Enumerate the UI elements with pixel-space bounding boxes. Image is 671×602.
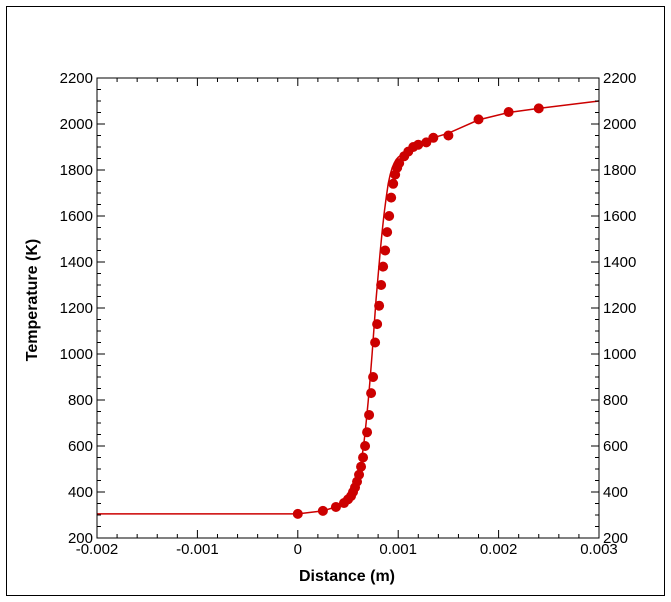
- y-tick-label-left: 600: [68, 438, 93, 455]
- data-point: [394, 158, 405, 169]
- data-point: [372, 319, 383, 330]
- y-tick-label-left: 1000: [60, 346, 93, 363]
- y-tick-label-left: 2200: [60, 70, 93, 87]
- y-tick-label-right: 400: [603, 484, 628, 501]
- y-tick-label-left: 2000: [60, 116, 93, 133]
- data-point: [292, 508, 303, 519]
- y-tick-label-left: 400: [68, 484, 93, 501]
- data-point: [360, 441, 371, 451]
- y-tick-label-left: 1600: [60, 208, 93, 225]
- y-tick-label-right: 200: [603, 530, 628, 547]
- data-point: [366, 388, 377, 399]
- data-point: [380, 245, 391, 256]
- y-axis-title: Temperature (K): [24, 239, 41, 361]
- x-tick-label: -0.001: [176, 541, 219, 558]
- y-tick-label-left: 200: [68, 530, 93, 547]
- data-point: [388, 178, 399, 189]
- y-tick-label-left: 1200: [60, 300, 93, 317]
- data-point: [382, 227, 393, 238]
- x-tick-label: 0.002: [480, 541, 518, 558]
- data-point: [374, 300, 385, 311]
- y-tick-label-right: 1800: [603, 162, 636, 179]
- data-point: [376, 280, 387, 290]
- y-tick-label-right: 2200: [603, 70, 636, 87]
- y-tick-label-right: 2000: [603, 116, 636, 133]
- x-axis-title: Distance (m): [299, 568, 395, 585]
- data-point: [428, 132, 439, 143]
- x-tick-label: 0.003: [580, 541, 618, 558]
- y-tick-label-right: 1000: [603, 346, 636, 363]
- data-point: [368, 372, 379, 382]
- y-tick-label-right: 1200: [603, 300, 636, 317]
- y-tick-label-left: 800: [68, 392, 93, 409]
- temperature-line: [97, 100, 600, 515]
- y-tick-label-left: 1400: [60, 254, 93, 271]
- data-point: [443, 130, 454, 141]
- data-point: [362, 427, 373, 438]
- chart-frame: -0.002 -0.001 0 0.001 0.002 0.003 200 200 400 400…: [6, 6, 665, 596]
- x-tick-label: 0.001: [379, 541, 417, 558]
- data-point: [378, 261, 389, 272]
- y-tick-label-right: 600: [603, 438, 628, 455]
- data-point: [386, 192, 397, 203]
- data-point: [370, 337, 381, 348]
- data-point: [364, 409, 375, 420]
- y-tick-label-right: 800: [603, 392, 628, 409]
- y-tick-label-right: 1600: [603, 208, 636, 225]
- data-point: [533, 103, 544, 114]
- data-point: [421, 137, 432, 148]
- data-point: [354, 469, 365, 480]
- axis-box: [96, 77, 600, 539]
- data-point: [473, 114, 484, 125]
- y-tick-label-left: 1800: [60, 162, 93, 179]
- data-point: [317, 505, 328, 516]
- x-tick-label: -0.002: [76, 541, 119, 558]
- data-point: [358, 452, 369, 463]
- data-point: [330, 501, 341, 512]
- data-point: [384, 211, 395, 221]
- x-tick-label: 0: [294, 541, 302, 558]
- axis-labels: Distance (m) Temperature (K): [24, 239, 395, 585]
- plot-area: [97, 100, 600, 519]
- data-point: [503, 107, 514, 118]
- data-point: [356, 461, 367, 472]
- y-tick-label-right: 1400: [603, 254, 636, 271]
